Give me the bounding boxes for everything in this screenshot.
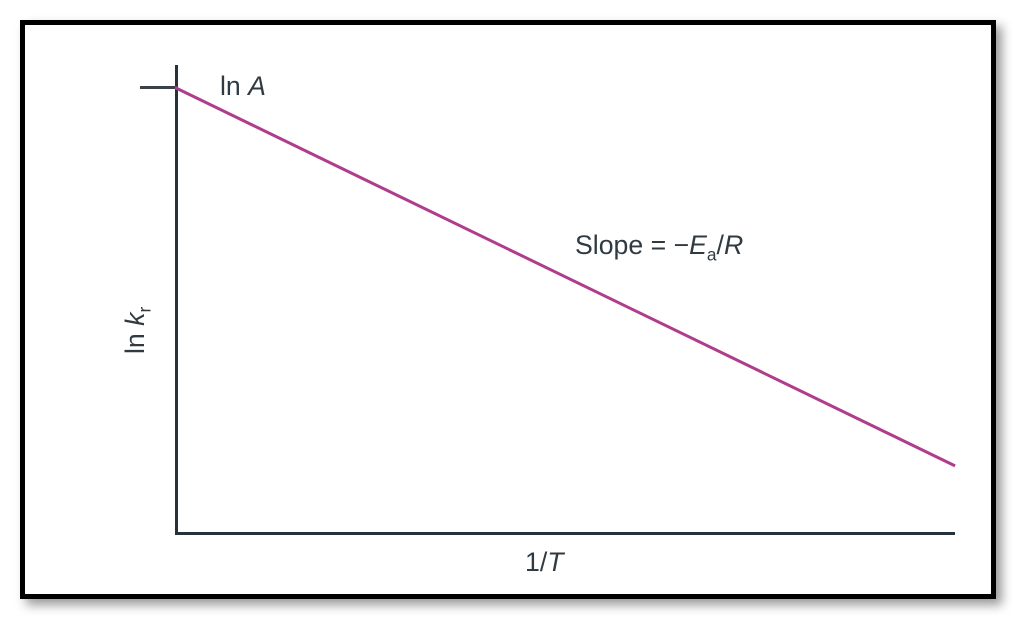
y-axis-label: ln kr [120,306,155,353]
plot-area: ln A Slope = −Ea/R 1/T ln kr [175,65,955,535]
y-axis [175,65,178,535]
arrhenius-line [174,86,955,467]
slope-label: Slope = −Ea/R [575,230,743,265]
y-intercept-tick [140,86,178,89]
figure-frame: ln A Slope = −Ea/R 1/T ln kr [20,20,996,599]
x-axis [175,532,955,535]
x-axis-label: 1/T [525,547,564,578]
intercept-label: ln A [220,71,266,102]
